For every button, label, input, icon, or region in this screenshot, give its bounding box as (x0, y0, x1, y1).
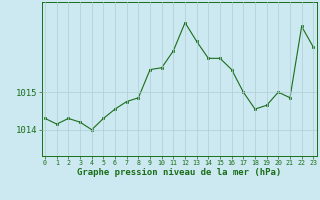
X-axis label: Graphe pression niveau de la mer (hPa): Graphe pression niveau de la mer (hPa) (77, 168, 281, 177)
